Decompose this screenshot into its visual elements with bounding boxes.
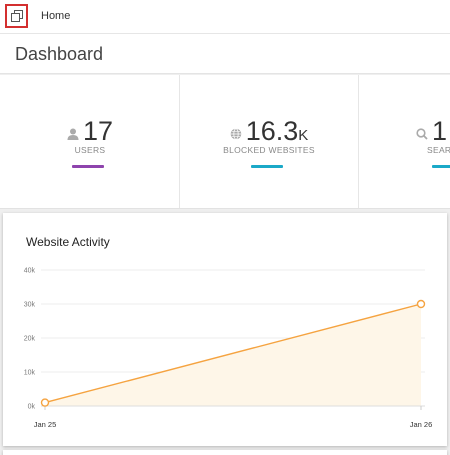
globe-icon: [230, 128, 242, 140]
website-activity-card: Website Activity 0k 10k 20k 30k 40k Jan 25 Jan…: [3, 213, 447, 446]
user-icon: [67, 128, 79, 140]
stat-card-searches[interactable]: 1 SEAR: [358, 75, 450, 208]
stat-accent-bar: [72, 165, 104, 168]
website-activity-chart[interactable]: 0k 10k 20k 30k 40k Jan 25 Jan 26: [3, 213, 447, 446]
breadcrumb-home[interactable]: Home: [41, 10, 71, 22]
series-line: [44, 303, 422, 404]
stat-label: SEAR: [427, 145, 450, 155]
y-tick-label: 40k: [24, 268, 36, 275]
stat-label: BLOCKED WEBSITES: [223, 145, 315, 155]
stat-card-users[interactable]: 17 USERS: [0, 75, 180, 208]
stat-value: 16.3: [245, 116, 299, 146]
top-bar: Home: [0, 0, 450, 34]
stat-accent-bar: [251, 165, 283, 168]
data-point: [40, 398, 50, 407]
stat-value: 1: [432, 116, 448, 146]
search-icon: [416, 128, 428, 140]
stat-card-blocked-websites[interactable]: 16.3K BLOCKED WEBSITES: [179, 75, 359, 208]
copy-icon: [10, 10, 23, 22]
stat-value: 17: [82, 116, 114, 146]
series-area: [45, 304, 421, 406]
stat-label: USERS: [74, 145, 106, 155]
y-tick-label: 10k: [24, 370, 36, 377]
page-header: Dashboard: [0, 34, 450, 74]
next-card: [3, 450, 447, 455]
window-toggle-button[interactable]: [5, 4, 28, 28]
y-tick-label: 20k: [24, 336, 36, 343]
stat-accent-bar: [432, 165, 450, 168]
chart-title: Website Activity: [26, 235, 110, 249]
stat-suffix: K: [298, 127, 309, 144]
data-point: [416, 299, 426, 309]
stats-row: 17 USERS 16.3K BLOCKED WEBSITES 1 SEAR: [0, 75, 450, 209]
y-tick-label: 30k: [24, 302, 36, 309]
x-tick-label: Jan 26: [410, 420, 433, 429]
y-tick-label: 0k: [28, 404, 36, 411]
x-tick-label: Jan 25: [34, 420, 57, 429]
page-title: Dashboard: [15, 44, 104, 64]
